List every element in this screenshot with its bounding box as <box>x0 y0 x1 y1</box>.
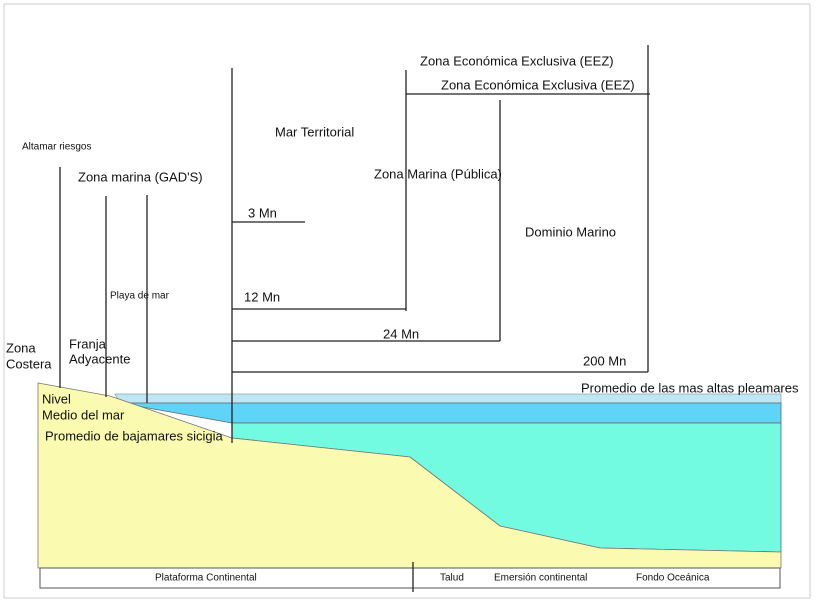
zone-label: Altamar riesgos <box>22 142 91 153</box>
zone-label: Zona <box>6 340 36 355</box>
bar-label: Fondo Oceánica <box>636 573 710 584</box>
distance-label: 3 Mn <box>248 205 277 220</box>
bar-label: Plataforma Continental <box>155 573 257 584</box>
level-label: Nivel <box>42 391 71 406</box>
zone-label: Zona Económica Exclusiva (EEZ) <box>420 53 614 68</box>
distance-label: 200 Mn <box>583 353 626 368</box>
level-label: Promedio de bajamares sicigia <box>45 428 224 443</box>
zone-label: Zona Económica Exclusiva (EEZ) <box>441 77 635 92</box>
distance-label: 12 Mn <box>244 289 280 304</box>
level-label: Promedio de las mas altas pleamares <box>581 380 799 395</box>
zone-label: Playa de mar <box>110 291 170 302</box>
bar-label: Talud <box>440 573 464 584</box>
level-label: Medio del mar <box>42 407 125 422</box>
diagram: Zona Económica Exclusiva (EEZ) Zona Econ… <box>0 0 817 602</box>
mean-sea-band <box>120 403 781 423</box>
bar-label: Emersión continental <box>494 573 587 584</box>
zone-label: Costera <box>6 356 52 371</box>
zone-label: Zona marina (GAD'S) <box>78 169 203 184</box>
zone-label: Zona Marina (Pública) <box>374 166 502 181</box>
distance-label: 24 Mn <box>383 326 419 341</box>
zone-label: Dominio Marino <box>525 224 616 239</box>
zone-label: Adyacente <box>69 351 130 366</box>
zone-label: Mar Territorial <box>275 124 354 139</box>
zone-label: Franja <box>69 336 107 351</box>
